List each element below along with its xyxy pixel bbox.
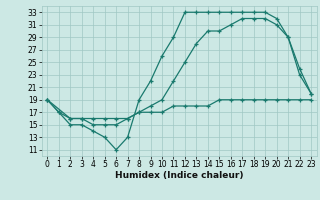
X-axis label: Humidex (Indice chaleur): Humidex (Indice chaleur)	[115, 171, 244, 180]
